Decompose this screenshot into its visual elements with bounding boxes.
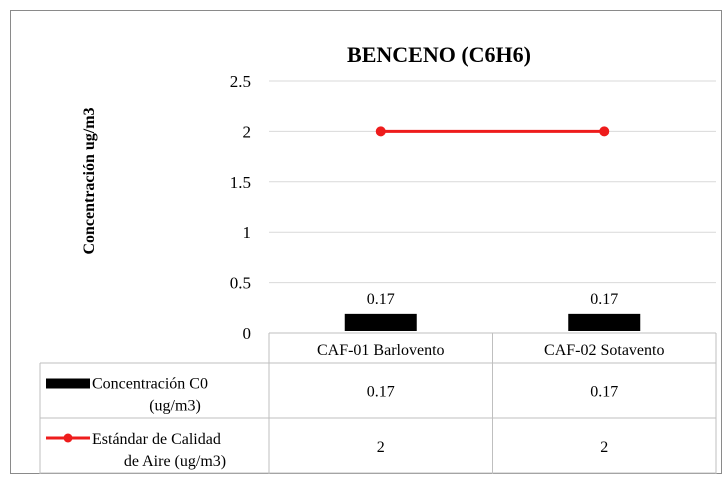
data-labels: 0.17 0.17 (367, 291, 619, 308)
line-point (599, 126, 610, 137)
table-cell-value: 0.17 (590, 384, 618, 401)
legend-key-bar (46, 378, 90, 389)
bar (568, 313, 641, 331)
chart-title: BENCENO (C6H6) (347, 42, 531, 67)
line-series (375, 126, 610, 137)
data-label: 0.17 (590, 291, 618, 308)
legend-label-line2: de Aire (ug/m3) (124, 453, 226, 470)
y-tick-label: 2.5 (230, 72, 251, 91)
y-tick-label: 1 (243, 223, 252, 242)
data-table: CAF-01 Barlovento CAF-02 Sotavento Concent… (39, 332, 717, 474)
y-axis-label: Concentración ug/m3 (81, 107, 98, 254)
table-cell-value: 2 (600, 439, 608, 456)
bar-series (344, 313, 641, 331)
gridlines (269, 80, 716, 284)
legend-label-line1: Estándar de Calidad (92, 431, 221, 448)
y-tick-label: 2 (243, 122, 252, 141)
bar (344, 313, 417, 331)
data-label: 0.17 (367, 291, 395, 308)
y-tick-label: 0 (243, 324, 252, 343)
line-point (375, 126, 386, 137)
legend-key-marker (63, 433, 73, 443)
y-tick-labels: 0 0.5 1 1.5 2 2.5 (230, 72, 251, 343)
y-tick-label: 1.5 (230, 173, 251, 192)
legend-label-line2: (ug/m3) (149, 398, 201, 415)
table-cell-value: 0.17 (367, 384, 395, 401)
x-tick-label: CAF-01 Barlovento (317, 342, 445, 359)
x-tick-label: CAF-02 Sotavento (544, 342, 664, 359)
table-cell-value: 2 (377, 439, 385, 456)
legend-label-line1: Concentración C0 (92, 376, 208, 393)
y-tick-label: 0.5 (230, 274, 251, 293)
